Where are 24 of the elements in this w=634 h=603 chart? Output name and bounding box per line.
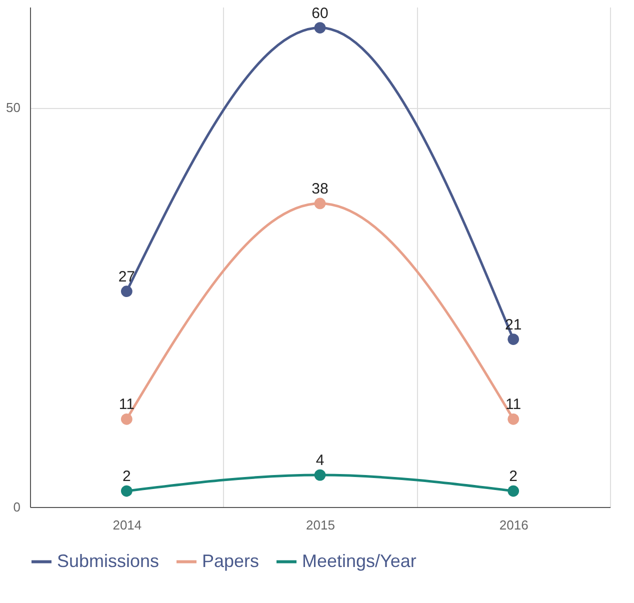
x-tick-label: 2015: [306, 518, 335, 532]
point: [314, 22, 326, 34]
data-label: 60: [312, 4, 328, 22]
legend-label: Papers: [202, 550, 260, 571]
data-label: 11: [506, 396, 522, 414]
y-tick-label: 0: [13, 500, 20, 514]
data-label: 4: [316, 452, 324, 470]
point: [120, 286, 132, 298]
data-label: 2: [509, 468, 518, 486]
point: [508, 485, 520, 497]
point: [314, 198, 326, 210]
legend-label: Meetings/Year: [302, 550, 416, 571]
point: [120, 485, 132, 497]
data-label: 2: [122, 468, 131, 486]
x-tick-label: 2016: [499, 518, 528, 532]
legend-label: Submissions: [57, 550, 160, 571]
point: [120, 413, 132, 425]
y-tick-label: 50: [6, 100, 20, 116]
point: [508, 334, 520, 345]
data-label: 38: [312, 180, 328, 198]
data-label: 11: [118, 396, 134, 414]
x-tick-label: 2014: [112, 518, 142, 532]
point: [508, 413, 520, 425]
point: [314, 469, 326, 481]
